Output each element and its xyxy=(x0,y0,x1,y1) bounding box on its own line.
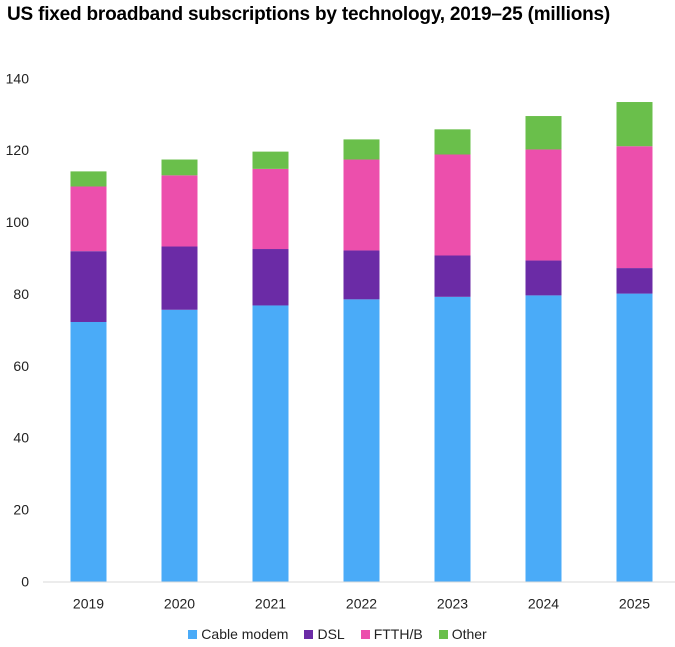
legend-swatch xyxy=(304,629,314,639)
bar-segment-ftth-b-2022 xyxy=(343,159,380,251)
legend-item: Other xyxy=(438,626,487,642)
bar-segment-ftth-b-2025 xyxy=(616,146,653,269)
bar-segment-dsl-2025 xyxy=(616,268,653,294)
legend-item: Cable modem xyxy=(188,626,288,642)
bar-segment-dsl-2021 xyxy=(252,249,289,306)
bar-segment-dsl-2020 xyxy=(161,246,198,310)
bar-segment-other-2021 xyxy=(252,151,289,169)
legend-swatch xyxy=(438,629,448,639)
bar-segment-dsl-2022 xyxy=(343,250,380,300)
legend-swatch xyxy=(188,629,198,639)
chart-title: US fixed broadband subscriptions by tech… xyxy=(7,4,611,25)
bar-segment-cable-modem-2023 xyxy=(434,296,471,582)
y-tick-label: 20 xyxy=(13,502,29,518)
legend-item: FTTH/B xyxy=(360,626,423,642)
bar-segment-other-2023 xyxy=(434,129,471,155)
bar-segment-ftth-b-2024 xyxy=(525,149,562,261)
x-tick-label: 2019 xyxy=(73,596,104,612)
bar-segment-other-2022 xyxy=(343,139,380,160)
legend: Cable modem DSL FTTH/B Other xyxy=(0,626,675,642)
x-tick-label: 2021 xyxy=(255,596,286,612)
bar-segment-ftth-b-2019 xyxy=(70,186,107,252)
bar-segment-cable-modem-2024 xyxy=(525,295,562,582)
legend-swatch xyxy=(360,629,370,639)
x-tick-label: 2024 xyxy=(528,596,559,612)
bar-segment-cable-modem-2022 xyxy=(343,299,380,582)
bar-segment-ftth-b-2021 xyxy=(252,168,289,250)
bar-segment-cable-modem-2019 xyxy=(70,321,107,582)
bar-segment-ftth-b-2023 xyxy=(434,154,471,256)
bar-segment-dsl-2024 xyxy=(525,260,562,296)
y-tick-label: 120 xyxy=(6,142,30,158)
bar-segment-other-2024 xyxy=(525,116,562,150)
x-tick-label: 2025 xyxy=(619,596,650,612)
bar-segment-dsl-2019 xyxy=(70,251,107,322)
x-tick-label: 2022 xyxy=(346,596,377,612)
y-tick-label: 100 xyxy=(6,214,30,230)
legend-label: Other xyxy=(451,626,487,642)
bar-segment-other-2019 xyxy=(70,171,107,187)
y-tick-label: 0 xyxy=(21,574,29,590)
bar-segment-other-2025 xyxy=(616,102,653,147)
bar-segment-cable-modem-2020 xyxy=(161,309,198,582)
y-tick-label: 140 xyxy=(6,70,30,86)
legend-label: FTTH/B xyxy=(373,626,423,642)
y-tick-label: 80 xyxy=(13,286,29,302)
x-tick-label: 2020 xyxy=(164,596,195,612)
x-tick-label: 2023 xyxy=(437,596,468,612)
y-tick-label: 40 xyxy=(13,430,29,446)
legend-label: Cable modem xyxy=(201,626,289,642)
bar-segment-cable-modem-2021 xyxy=(252,305,289,582)
bar-segment-other-2020 xyxy=(161,159,198,176)
y-tick-label: 60 xyxy=(13,358,29,374)
bar-segment-dsl-2023 xyxy=(434,255,471,297)
bar-segment-cable-modem-2025 xyxy=(616,293,653,582)
legend-label: DSL xyxy=(317,626,345,642)
legend-item: DSL xyxy=(304,626,345,642)
bar-segment-ftth-b-2020 xyxy=(161,175,198,247)
